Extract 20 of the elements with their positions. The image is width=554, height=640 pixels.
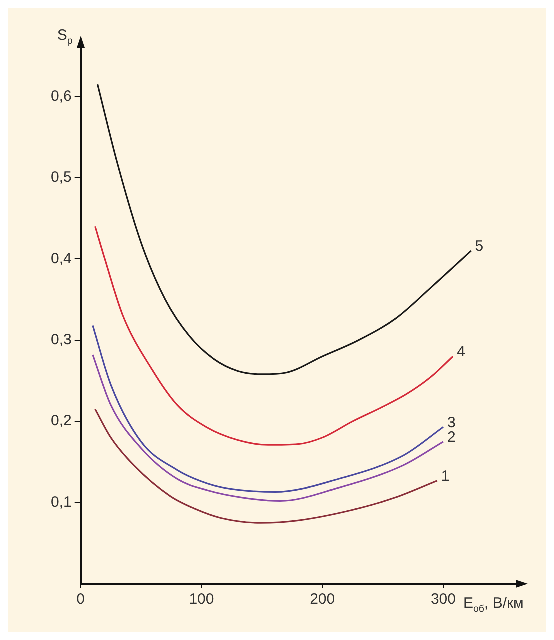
- y-tick-label: 0,5: [50, 169, 72, 186]
- series-label: 1: [441, 468, 450, 485]
- y-tick-label: 0,2: [50, 412, 72, 430]
- y-tick-label: 0,3: [50, 332, 72, 349]
- x-tick-label: 100: [189, 591, 214, 608]
- series-label: 4: [457, 344, 466, 361]
- x-tick-label: 0: [76, 591, 86, 608]
- line-series: [96, 84, 472, 376]
- line-series: [94, 408, 438, 524]
- series-label: 3: [447, 414, 456, 432]
- y-tick-label: 0,6: [50, 88, 72, 105]
- line-series: [92, 354, 444, 502]
- y-tick-label: 0,4: [50, 250, 72, 268]
- y-tick-label: 0,1: [50, 494, 72, 511]
- x-tick-label: 300: [430, 591, 456, 608]
- series-label: 5: [475, 238, 484, 256]
- x-tick-label: 200: [310, 591, 336, 608]
- series-label: 2: [447, 429, 456, 446]
- line-series: [92, 324, 444, 494]
- line-series: [94, 226, 454, 446]
